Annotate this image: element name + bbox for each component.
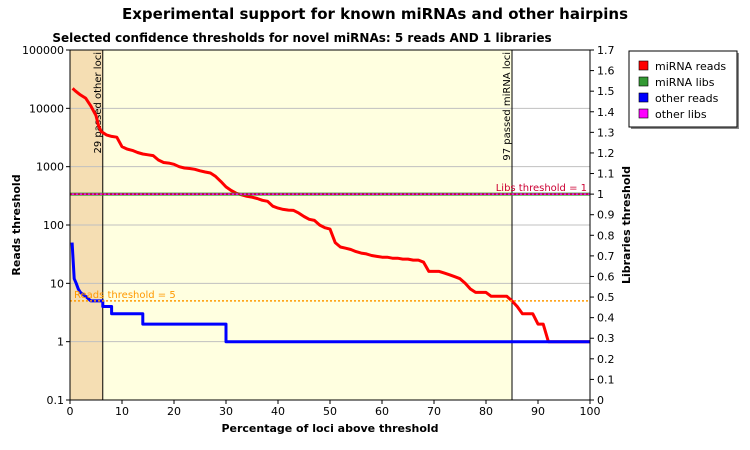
y-right-tick-label-9: 0.9 — [597, 209, 615, 222]
legend-label-1: miRNA libs — [655, 76, 715, 89]
y-right-tick-label-16: 1.6 — [597, 65, 615, 78]
y-left-axis-title: Reads threshold — [10, 174, 23, 275]
y-right-tick-label-10: 1 — [597, 188, 604, 201]
legend-swatch-0 — [638, 60, 649, 71]
y-right-tick-label-2: 0.2 — [597, 353, 615, 366]
x-tick-label-4: 40 — [271, 405, 285, 418]
y-right-tick-label-8: 0.8 — [597, 229, 615, 242]
y-right-tick-label-6: 0.6 — [597, 270, 615, 283]
y-left-tick-label-6: 100000 — [22, 44, 64, 57]
y-right-tick-label-12: 1.2 — [597, 147, 615, 160]
threshold-label-0: Reads threshold = 5 — [74, 290, 176, 301]
y-right-tick-label-14: 1.4 — [597, 106, 615, 119]
threshold-label-1: Libs threshold = 1 — [496, 183, 587, 194]
x-tick-label-6: 60 — [375, 405, 389, 418]
x-tick-label-9: 90 — [531, 405, 545, 418]
y-left-tick-label-0: 0.1 — [47, 394, 65, 407]
y-right-tick-label-13: 1.3 — [597, 126, 615, 139]
x-tick-label-0: 0 — [67, 405, 74, 418]
vertical-marker-label-1: 97 passed miRNA loci — [502, 52, 513, 161]
x-tick-label-3: 30 — [219, 405, 233, 418]
x-tick-label-7: 70 — [427, 405, 441, 418]
legend-label-0: miRNA reads — [655, 60, 726, 73]
y-right-tick-label-7: 0.7 — [597, 250, 615, 263]
y-left-tick-label-3: 100 — [43, 219, 64, 232]
y-left-tick-label-5: 10000 — [29, 102, 64, 115]
x-tick-label-5: 50 — [323, 405, 337, 418]
y-right-tick-label-17: 1.7 — [597, 44, 615, 57]
chart-title: Experimental support for known miRNAs an… — [122, 5, 628, 23]
y-left-tick-label-4: 1000 — [36, 161, 64, 174]
series-line-miRNA-reads — [71, 87, 590, 344]
legend: miRNA reads miRNA libs other reads other li… — [628, 50, 739, 129]
plot-area: 29 passed other loci 97 passed miRNA loci… — [22, 44, 615, 418]
y-left-tick-label-2: 10 — [50, 277, 64, 290]
x-tick-label-8: 80 — [479, 405, 493, 418]
legend-swatch-2 — [638, 92, 649, 103]
y-right-tick-label-11: 1.1 — [597, 168, 615, 181]
legend-swatch-1 — [638, 76, 649, 87]
x-tick-label-1: 10 — [115, 405, 129, 418]
vertical-marker-label-0: 29 passed other loci — [93, 52, 104, 153]
x-tick-label-2: 20 — [167, 405, 181, 418]
y-right-tick-label-15: 1.5 — [597, 85, 615, 98]
chart-subtitle: Selected confidence thresholds for novel… — [52, 31, 551, 45]
y-right-tick-label-5: 0.5 — [597, 291, 615, 304]
legend-swatch-3 — [638, 108, 649, 119]
y-right-tick-label-1: 0.1 — [597, 373, 615, 386]
y-right-tick-label-0: 0 — [597, 394, 604, 407]
y-right-tick-label-4: 0.4 — [597, 312, 615, 325]
y-right-tick-label-3: 0.3 — [597, 332, 615, 345]
x-tick-label-10: 100 — [580, 405, 601, 418]
y-right-axis-title: Libraries threshold — [620, 166, 633, 284]
legend-label-3: other libs — [655, 108, 707, 121]
x-axis-title: Percentage of loci above threshold — [221, 422, 438, 435]
y-left-tick-label-1: 1 — [57, 336, 64, 349]
legend-label-2: other reads — [655, 92, 719, 105]
